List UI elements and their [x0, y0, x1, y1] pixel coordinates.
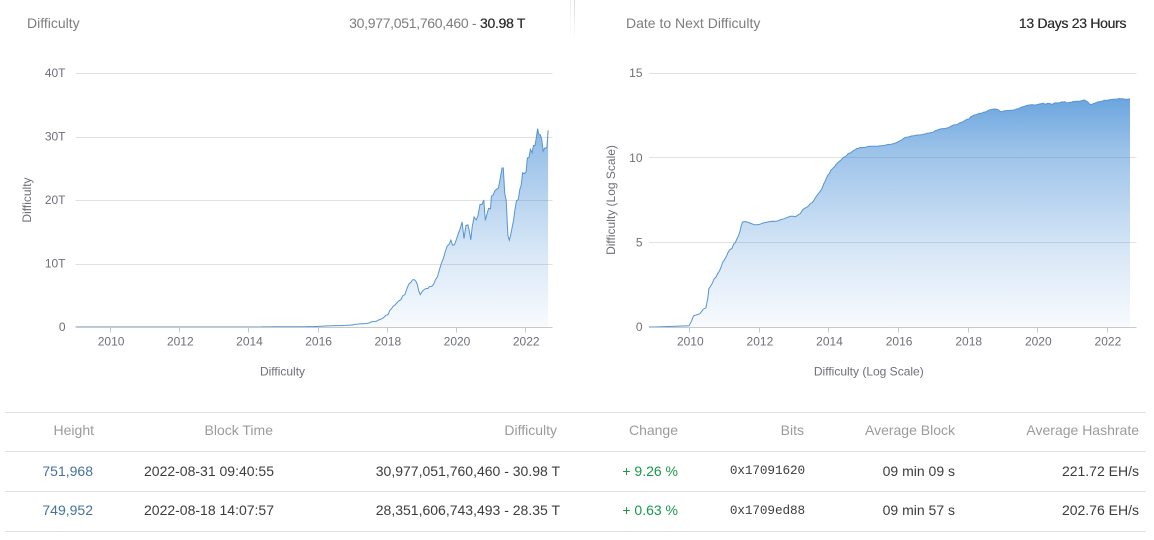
svg-text:2018: 2018 — [374, 335, 401, 349]
svg-text:0: 0 — [636, 320, 643, 334]
svg-text:15: 15 — [629, 66, 643, 80]
svg-text:2016: 2016 — [886, 335, 913, 349]
svg-text:2022: 2022 — [1095, 335, 1122, 349]
svg-text:Difficulty: Difficulty — [260, 365, 305, 379]
svg-text:2014: 2014 — [816, 335, 843, 349]
svg-text:2022: 2022 — [513, 335, 540, 349]
svg-text:2010: 2010 — [98, 335, 125, 349]
svg-text:Difficulty: Difficulty — [20, 177, 34, 222]
svg-text:10T: 10T — [45, 257, 66, 271]
svg-text:20T: 20T — [45, 193, 66, 207]
svg-text:0: 0 — [59, 320, 66, 334]
svg-text:2020: 2020 — [444, 335, 471, 349]
svg-text:2020: 2020 — [1025, 335, 1052, 349]
svg-text:Difficulty (Log Scale): Difficulty (Log Scale) — [604, 145, 618, 255]
svg-text:2010: 2010 — [677, 335, 704, 349]
svg-text:10: 10 — [629, 151, 643, 165]
svg-text:2018: 2018 — [955, 335, 982, 349]
svg-text:2012: 2012 — [167, 335, 194, 349]
svg-text:40T: 40T — [45, 66, 66, 80]
svg-text:2016: 2016 — [305, 335, 332, 349]
svg-text:5: 5 — [636, 236, 643, 250]
svg-text:2014: 2014 — [236, 335, 263, 349]
svg-text:2012: 2012 — [747, 335, 774, 349]
svg-text:Difficulty (Log Scale): Difficulty (Log Scale) — [814, 365, 924, 379]
svg-text:30T: 30T — [45, 130, 66, 144]
